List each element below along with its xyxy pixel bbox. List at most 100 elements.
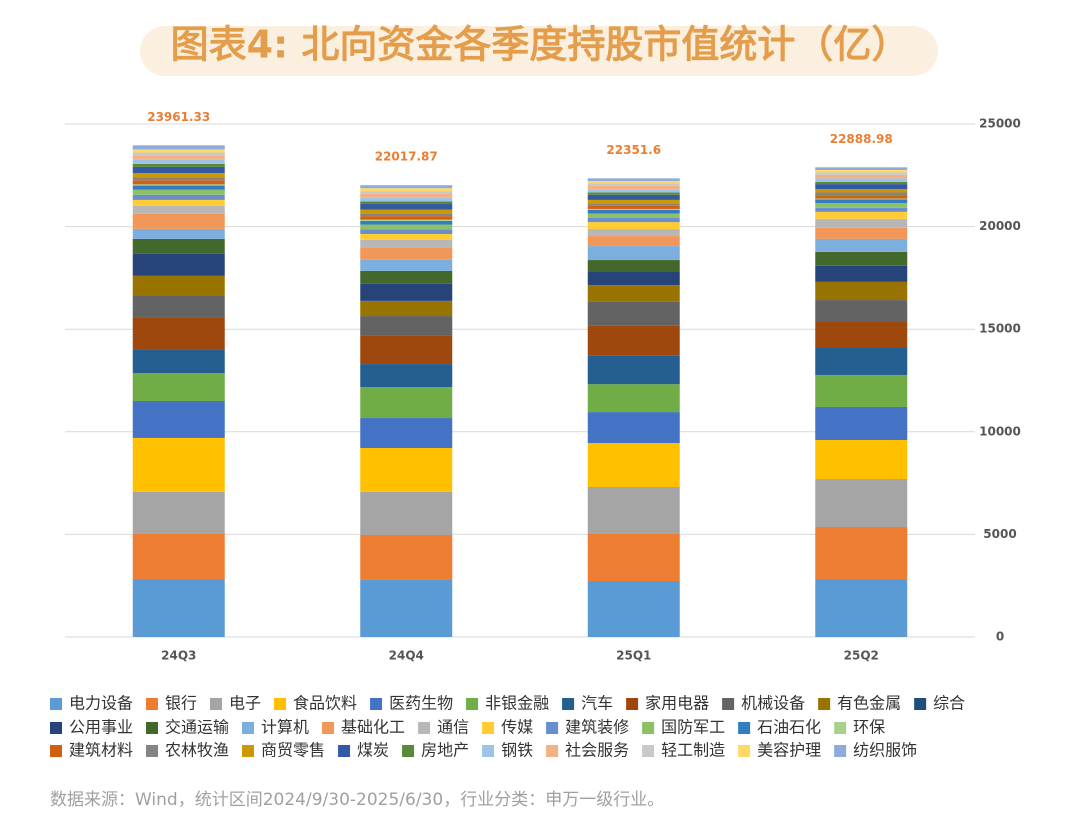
legend-label: 综合: [933, 694, 965, 713]
bar-segment: [132, 199, 225, 206]
legend-swatch: [482, 722, 495, 734]
bar-segment: [132, 189, 225, 195]
bar-segment: [360, 219, 453, 221]
bar-segment: [132, 194, 225, 200]
bar-segment: [132, 533, 225, 579]
bar-segment: [360, 229, 453, 234]
bar-segment: [815, 203, 908, 208]
bar-segment: [587, 178, 680, 182]
legend-swatch: [402, 745, 415, 757]
bar-segment: [360, 418, 453, 449]
legend-label: 机械设备: [741, 694, 805, 713]
legend-swatch: [370, 698, 383, 710]
legend-label: 国防军工: [661, 718, 725, 737]
bar-segment: [132, 173, 225, 178]
legend-label: 商贸零售: [261, 741, 325, 760]
x-tick-label: 25Q2: [844, 649, 879, 663]
bar-segment: [587, 194, 680, 200]
legend-swatch: [146, 722, 159, 734]
bar-segment: [360, 191, 453, 194]
y-tick-label: 10000: [979, 424, 1021, 438]
bar-segment: [132, 401, 225, 438]
bar-segment: [360, 220, 453, 225]
bar-segment: [360, 270, 453, 284]
bar-segment: [132, 163, 225, 167]
legend-swatch: [242, 745, 255, 757]
bar-segment: [815, 347, 908, 375]
bar-segment: [815, 578, 908, 637]
bar-segment: [132, 185, 225, 190]
legend-swatch: [642, 722, 655, 734]
bar-segment: [360, 216, 453, 220]
legend-label: 计算机: [261, 718, 309, 737]
bar-segment: [587, 222, 680, 230]
y-tick-label: 5000: [983, 527, 1016, 541]
chart-title: 图表4: 北向资金各季度持股市值统计（亿）: [171, 23, 910, 67]
bar-segment: [587, 236, 680, 247]
bar-segment: [360, 233, 453, 240]
legend-label: 石油石化: [757, 718, 821, 737]
bar-segment: [587, 325, 680, 356]
bar-segment: [360, 301, 453, 317]
y-tick-label: 0: [996, 630, 1004, 644]
bar-segment: [815, 184, 908, 190]
legend-swatch: [146, 745, 159, 757]
source-note: 数据来源：Wind，统计区间2024/9/30-2025/6/30，行业分类：申…: [50, 790, 664, 810]
legend-swatch: [418, 722, 431, 734]
bar-segment: [587, 208, 680, 210]
y-tick-label: 15000: [979, 322, 1021, 336]
bar-segment: [587, 412, 680, 444]
bar-segment: [132, 253, 225, 276]
legend-swatch: [146, 698, 159, 710]
bar-segment: [132, 205, 225, 214]
legend-label: 有色金属: [837, 694, 901, 713]
total-label: 22017.87: [375, 150, 438, 164]
legend-swatch: [818, 698, 831, 710]
bar-segment: [360, 247, 453, 260]
bar-segment: [360, 239, 453, 248]
bar-segment: [815, 527, 908, 579]
x-tick-label: 25Q1: [616, 649, 651, 663]
bar-segment: [815, 181, 908, 185]
bar-segment: [132, 373, 225, 402]
bar-segment: [815, 282, 908, 301]
bar-segment: [587, 246, 680, 261]
bar-segment: [587, 213, 680, 218]
bar-segment: [360, 491, 453, 536]
legend-label: 非银金融: [485, 694, 549, 713]
legend-label: 房地产: [421, 741, 469, 760]
bar-segment: [360, 224, 453, 230]
bar-segment: [815, 169, 908, 173]
legend-label: 农林牧渔: [165, 741, 229, 760]
legend-swatch: [466, 698, 479, 710]
legend-swatch: [242, 722, 255, 734]
legend-swatch: [210, 698, 223, 710]
bar-segment: [132, 276, 225, 296]
bar-segment: [587, 183, 680, 186]
x-tick-label: 24Q4: [389, 649, 424, 663]
legend-label: 建筑材料: [69, 741, 133, 760]
bar-segment: [132, 180, 225, 185]
bar-segment: [360, 185, 453, 189]
title-background: [140, 26, 938, 76]
legend-label: 传媒: [501, 718, 533, 737]
legend-label: 通信: [437, 718, 469, 737]
bar-segment: [587, 199, 680, 204]
bar-segment: [360, 188, 453, 192]
bar-segment: [815, 300, 908, 323]
bar-segment: [360, 364, 453, 388]
bar-segment: [815, 440, 908, 479]
bar-segment: [132, 349, 225, 374]
legend-label: 汽车: [581, 694, 613, 713]
bar-segment: [815, 198, 908, 200]
bar-segment: [132, 145, 225, 150]
bar-segment: [587, 533, 680, 581]
bar-segment: [132, 317, 225, 350]
legend-label: 煤炭: [357, 741, 389, 760]
legend-label: 交通运输: [165, 718, 229, 737]
bar-segment: [587, 181, 680, 184]
legend-label: 社会服务: [565, 741, 629, 760]
bar-segment: [132, 491, 225, 534]
